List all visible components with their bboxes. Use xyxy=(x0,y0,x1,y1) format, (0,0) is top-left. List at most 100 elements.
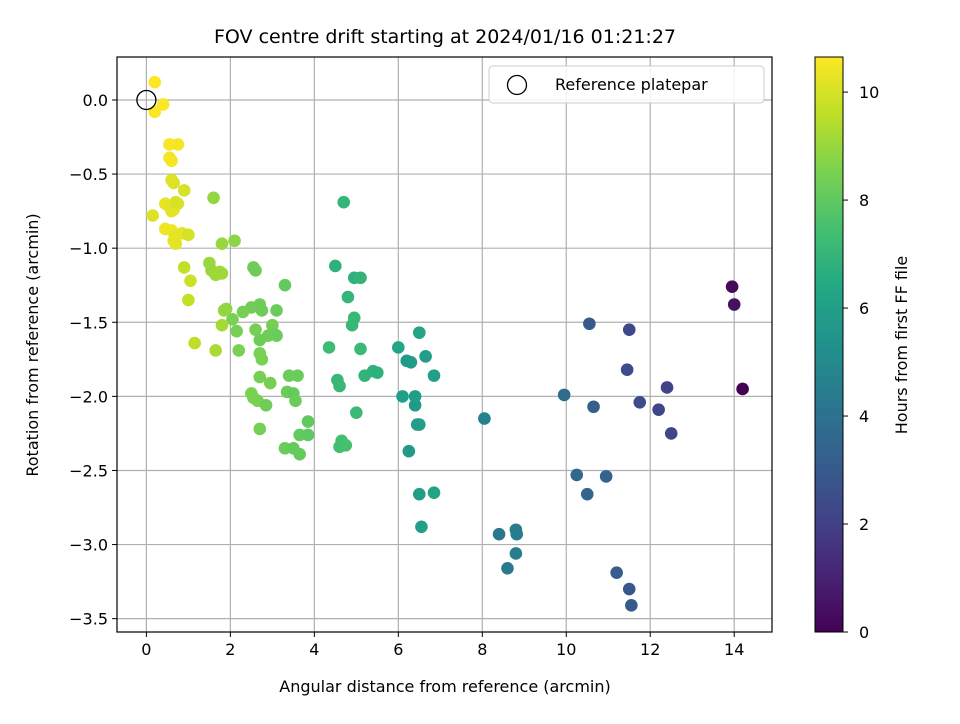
colorbar-tick-label: 10 xyxy=(859,83,879,102)
scatter-point xyxy=(291,369,304,382)
scatter-point xyxy=(610,566,623,580)
scatter-point xyxy=(207,191,220,205)
scatter-point xyxy=(358,369,372,382)
y-axis-ticks: 0.0 −0.5 −1.0 −1.5 −2.0 −2.5 −3.0 −3.5 xyxy=(69,91,117,629)
y-tick-label: −0.5 xyxy=(69,165,108,184)
scatter-point xyxy=(293,447,306,461)
scatter-point xyxy=(354,342,367,356)
scatter-point xyxy=(188,336,201,350)
scatter-point xyxy=(219,302,233,316)
x-tick-label: 8 xyxy=(477,640,487,659)
scatter-point xyxy=(263,376,277,390)
scatter-point xyxy=(570,468,584,482)
scatter-point xyxy=(622,323,636,336)
scatter-point xyxy=(557,388,571,402)
y-tick-label: −2.5 xyxy=(69,461,108,480)
scatter-point xyxy=(371,366,384,379)
scatter-point xyxy=(259,398,273,412)
legend-entry-reference-platepar: Reference platepar xyxy=(555,75,708,94)
x-tick-label: 6 xyxy=(393,640,403,659)
scatter-point xyxy=(580,487,594,501)
scatter-point xyxy=(255,304,269,317)
scatter-point xyxy=(396,390,409,403)
scatter-point xyxy=(209,344,222,357)
scatter-point xyxy=(633,396,647,409)
scatter-point xyxy=(660,381,674,394)
colorbar-tick-label: 6 xyxy=(859,299,869,318)
scatter-point xyxy=(226,313,239,326)
scatter-point xyxy=(354,271,367,285)
scatter-point xyxy=(583,317,596,331)
scatter-point xyxy=(146,209,159,222)
scatter-point xyxy=(301,428,315,442)
scatter-point xyxy=(345,318,359,332)
colorbar-ticks: 0 2 4 6 8 10 xyxy=(843,83,879,642)
scatter-point xyxy=(492,527,506,541)
colorbar-tick-label: 2 xyxy=(859,515,869,534)
scatter-point xyxy=(209,268,222,282)
colorbar-tick-label: 8 xyxy=(859,191,869,210)
scatter-point xyxy=(232,344,246,357)
y-tick-label: 0.0 xyxy=(83,91,108,110)
scatter-point xyxy=(289,394,302,408)
scatter-point xyxy=(253,422,267,436)
scatter-point xyxy=(339,438,353,452)
scatter-point xyxy=(169,237,183,251)
y-axis-label: Rotation from reference (arcmin) xyxy=(23,213,42,476)
scatter-point xyxy=(182,228,195,242)
x-tick-label: 0 xyxy=(141,640,151,659)
scatter-point xyxy=(587,400,600,414)
scatter-point xyxy=(255,353,269,366)
x-tick-label: 10 xyxy=(556,640,576,659)
plot-frame xyxy=(116,56,773,633)
scatter-point xyxy=(177,261,191,274)
scatter-point xyxy=(404,355,418,369)
y-tick-label: −1.5 xyxy=(69,313,108,332)
x-tick-label: 14 xyxy=(724,640,744,659)
scatter-point xyxy=(167,176,180,190)
scatter-point xyxy=(301,415,315,428)
scatter-point xyxy=(230,324,243,338)
scatter-point xyxy=(165,154,178,168)
colorbar-tick-label: 0 xyxy=(859,623,869,642)
scatter-point xyxy=(622,582,636,596)
legend-box xyxy=(488,65,765,104)
scatter-point xyxy=(599,470,613,483)
y-tick-label: −2.0 xyxy=(69,387,108,406)
scatter-point xyxy=(215,318,229,332)
scatter-point xyxy=(337,195,351,209)
scatter-point xyxy=(182,293,195,307)
scatter-point xyxy=(620,363,634,376)
x-tick-label: 12 xyxy=(640,640,660,659)
scatter-point xyxy=(413,326,426,339)
scatter-point xyxy=(652,403,665,417)
colorbar-gradient xyxy=(814,56,844,633)
y-tick-label: −3.0 xyxy=(69,536,108,555)
scatter-point xyxy=(322,341,336,354)
scatter-point xyxy=(408,390,422,403)
y-tick-label: −1.0 xyxy=(69,239,108,258)
scatter-point xyxy=(184,274,197,288)
scatter-point xyxy=(177,184,191,197)
scatter-point xyxy=(333,379,346,393)
scatter-point xyxy=(215,237,229,251)
scatter-point xyxy=(664,427,678,440)
scatter-point xyxy=(725,280,739,294)
scatter-point xyxy=(625,599,638,612)
scatter-point xyxy=(236,305,250,319)
scatter-point xyxy=(278,278,292,292)
colorbar: 0 2 4 6 8 10 Hours from first FF file xyxy=(814,56,911,642)
scatter-point xyxy=(413,487,426,501)
legend: Reference platepar xyxy=(488,65,765,104)
x-tick-label: 2 xyxy=(225,640,235,659)
scatter-point xyxy=(253,370,267,384)
y-tick-label: −3.5 xyxy=(69,610,108,629)
data-points xyxy=(146,75,749,612)
reference-platepar-marker xyxy=(136,89,157,111)
scatter-point xyxy=(270,329,283,342)
colorbar-tick-label: 4 xyxy=(859,407,869,426)
x-axis-label: Angular distance from reference (arcmin) xyxy=(279,677,610,696)
scatter-point xyxy=(413,418,426,431)
x-axis-ticks: 0 2 4 6 8 10 12 14 xyxy=(141,632,744,659)
scatter-point xyxy=(148,105,162,119)
